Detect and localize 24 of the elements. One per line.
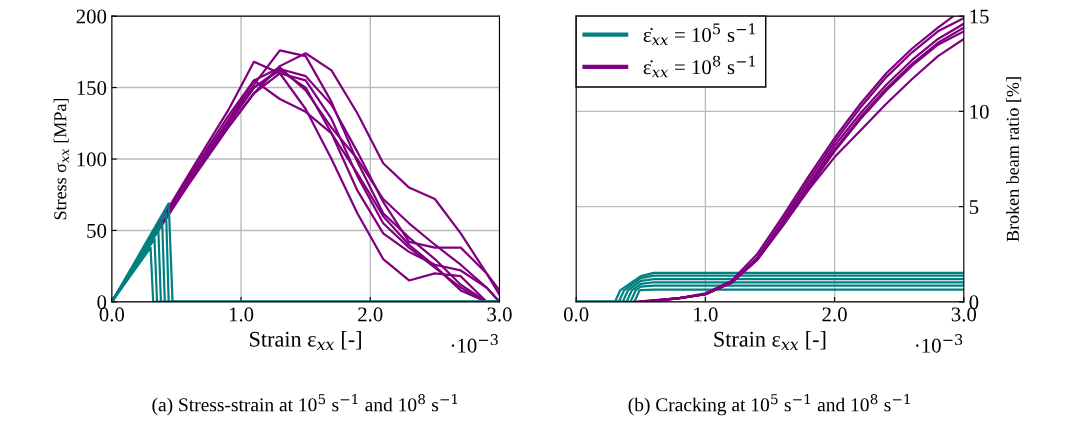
x-tick-label: 1.0 (694, 307, 718, 322)
y-tick-label: 200 (76, 9, 107, 24)
x-tick-label: 0.0 (563, 307, 589, 322)
text: ·10$^{−3}$ (451, 334, 498, 353)
x-tick-label: 3.0 (487, 307, 512, 322)
legend-label: ε̇$_{xx}$ = 10$^{8}$ s$^{−1}$ (643, 55, 755, 78)
x-tick-label: 1.0 (229, 307, 254, 322)
text: (b) Cracking at 10$^{5}$ s$^{−1}$ and 10$^{8}$ s$^{−1}$ (628, 393, 910, 416)
y2-tick-label: 10 (970, 104, 989, 119)
x-tick-label: 2.0 (358, 307, 383, 322)
y-tick-label: 150 (77, 80, 107, 95)
x-tick-label: 2.0 (822, 307, 847, 322)
y-axis-title: Stress σ$_{xx}$ [MPa] (53, 98, 70, 220)
legend-label: ε̇$_{xx}$ = 10$^{5}$ s$^{−1}$ (643, 23, 755, 45)
x-tick-label: 0.0 (99, 307, 125, 322)
x-axis-title: Strain ε$_{xx}$ [-] (714, 331, 826, 350)
y2-tick-label: 15 (970, 9, 989, 24)
y-tick-label: 100 (77, 152, 107, 167)
y2-axis-title: Broken beam ratio [%] (1006, 77, 1022, 242)
text: ·10$^{−3}$ (916, 334, 963, 353)
y-tick-label: 50 (87, 223, 107, 238)
y2-tick-label: 5 (969, 200, 979, 215)
x-axis-title: Strain ε$_{xx}$ [-] (250, 331, 361, 350)
text: (a) Stress-strain at 10$^{5}$ s$^{−1}$ and 10$^{8}$ s$^{−1}$ (152, 393, 458, 416)
